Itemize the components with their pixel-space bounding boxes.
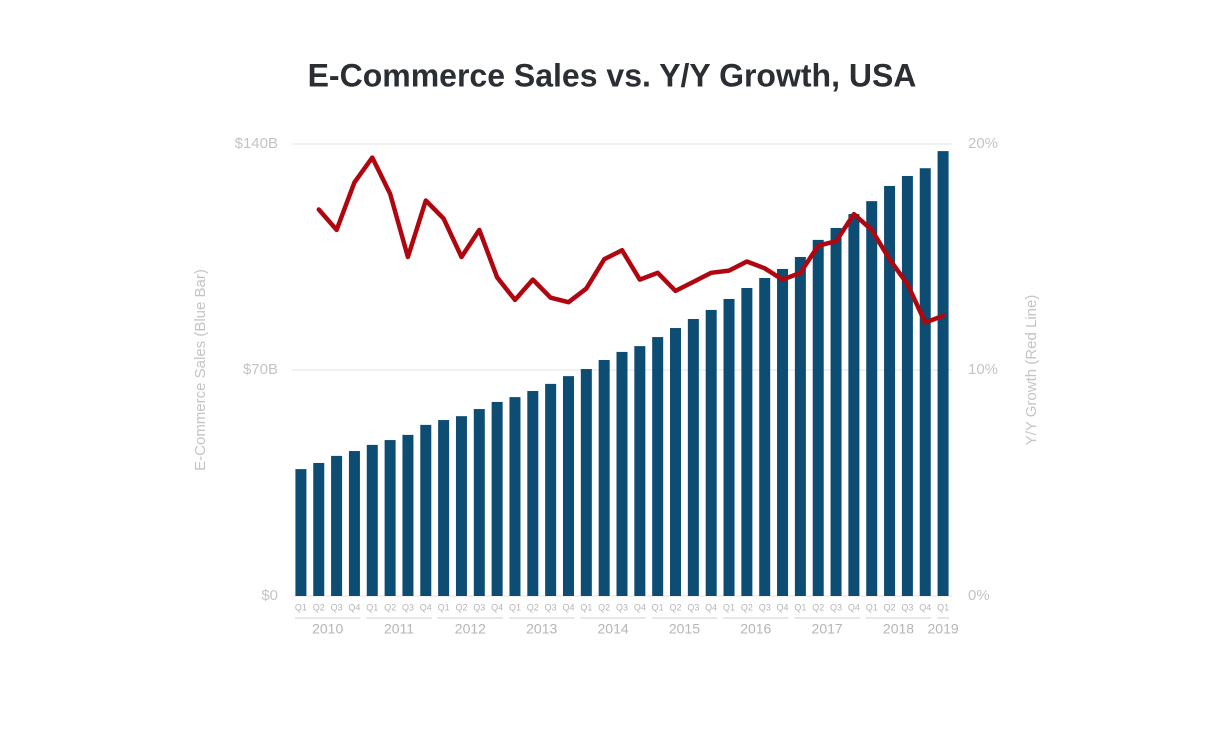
x-tick-label: Q4: [919, 602, 931, 612]
x-tick-label: Q3: [331, 602, 343, 612]
x-tick-label: Q1: [438, 602, 450, 612]
line: [316, 155, 946, 325]
bar: [348, 451, 360, 596]
x-tick-label: Q4: [705, 602, 717, 612]
x-tick-label: Q4: [848, 602, 860, 612]
x-tick-label: Q3: [473, 602, 485, 612]
y-tick-label: $0: [261, 587, 278, 604]
x-tick-label: Q1: [794, 602, 806, 612]
x-group-label: 2012: [455, 621, 486, 637]
y-tick-label: $140B: [235, 135, 278, 152]
x-group-label: 2019: [928, 621, 959, 637]
x-group-label: 2014: [598, 621, 629, 637]
bar: [295, 469, 307, 596]
x-tick-label: Q2: [598, 602, 610, 612]
x-tick-label: Q1: [937, 602, 949, 612]
bar: [366, 444, 378, 596]
chart-title: E-Commerce Sales vs. Y/Y Growth, USA: [308, 57, 917, 93]
x-tick-label: Q3: [759, 602, 771, 612]
bar: [794, 257, 806, 596]
bar: [598, 359, 610, 596]
bar: [438, 420, 450, 596]
x-tick-label: Q1: [866, 602, 878, 612]
bar: [455, 416, 467, 596]
x-group-label: 2018: [883, 621, 914, 637]
x-tick-label: Q1: [509, 602, 521, 612]
bar: [884, 185, 896, 596]
x-tick-label: Q1: [580, 602, 592, 612]
bar: [723, 298, 735, 596]
y2-tick-label: 20%: [968, 135, 998, 152]
bar: [901, 175, 913, 596]
x-tick-label: Q1: [723, 602, 735, 612]
x-tick-label: Q2: [812, 602, 824, 612]
bar: [670, 328, 682, 596]
x-tick-label: Q4: [420, 602, 432, 612]
bar: [313, 462, 325, 596]
bar: [509, 397, 521, 596]
x-tick-label: Q3: [830, 602, 842, 612]
bar: [473, 409, 485, 596]
y-axis-label: E-Commerce Sales (Blue Bar): [192, 269, 209, 471]
bar: [866, 201, 878, 596]
bar: [634, 346, 646, 596]
x-tick-label: Q4: [634, 602, 646, 612]
bar: [812, 239, 824, 597]
y-tick-label: $70B: [243, 361, 278, 378]
bar: [545, 383, 557, 596]
x-group-label: 2016: [740, 621, 771, 637]
x-group-label: 2017: [812, 621, 843, 637]
x-tick-label: Q3: [402, 602, 414, 612]
bar: [848, 214, 860, 596]
bar: [937, 151, 949, 597]
bar: [705, 309, 717, 596]
x-group-label: 2011: [384, 621, 414, 637]
y2-axis-label: Y/Y Growth (Red Line): [1023, 295, 1040, 446]
x-tick-label: Q1: [295, 602, 307, 612]
bar: [562, 376, 574, 596]
x-tick-label: Q2: [313, 602, 325, 612]
bar: [741, 287, 753, 596]
x-group-label: 2015: [669, 621, 700, 637]
bar: [652, 337, 664, 596]
x-tick-label: Q2: [741, 602, 753, 612]
x-tick-label: Q4: [562, 602, 574, 612]
y2-tick-label: 0%: [968, 587, 990, 604]
x-tick-label: Q2: [384, 602, 396, 612]
bar: [919, 168, 931, 596]
x-group-label: 2013: [526, 621, 557, 637]
x-tick-label: Q2: [884, 602, 896, 612]
bar: [527, 390, 539, 596]
bar: [616, 351, 628, 596]
bar: [759, 277, 771, 596]
x-tick-label: Q1: [652, 602, 664, 612]
y2-tick-label: 10%: [968, 361, 998, 378]
bar: [402, 434, 414, 596]
bar: [384, 440, 396, 596]
bar: [830, 227, 842, 596]
x-tick-label: Q2: [527, 602, 539, 612]
x-tick-label: Q4: [348, 602, 360, 612]
x-tick-label: Q1: [366, 602, 378, 612]
x-tick-label: Q4: [491, 602, 503, 612]
x-tick-label: Q2: [455, 602, 467, 612]
bar: [777, 268, 789, 596]
x-tick-label: Q3: [687, 602, 699, 612]
x-group-label: 2010: [312, 621, 343, 637]
bar: [331, 455, 343, 596]
x-tick-label: Q3: [901, 602, 913, 612]
bar: [580, 369, 592, 596]
x-tick-label: Q4: [777, 602, 789, 612]
x-tick-label: Q3: [616, 602, 628, 612]
bar: [491, 401, 503, 596]
x-tick-label: Q3: [545, 602, 557, 612]
x-tick-label: Q2: [670, 602, 682, 612]
bar: [420, 424, 432, 596]
bar: [687, 318, 699, 596]
